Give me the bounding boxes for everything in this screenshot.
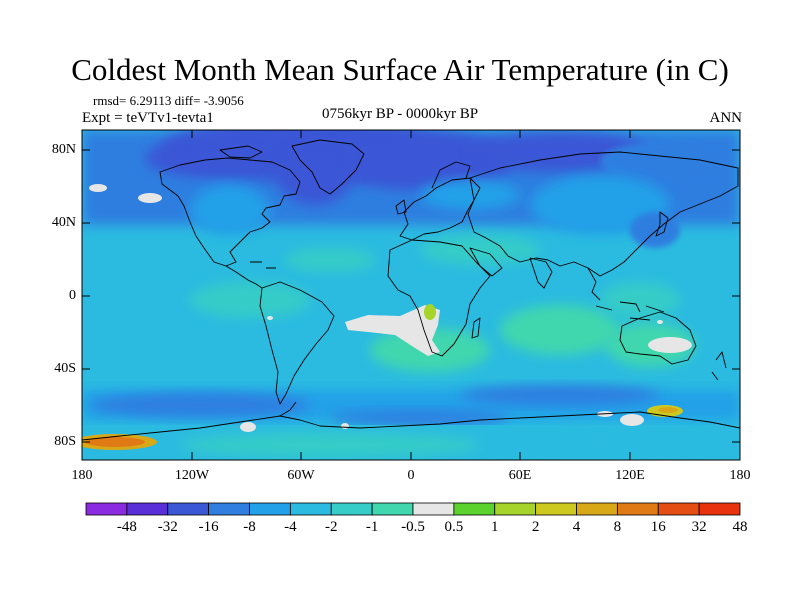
colorbar-tick-label: 1 (491, 519, 499, 535)
period-label: 0756kyr BP - 0000kyr BP (322, 106, 479, 122)
map-title: Coldest Month Mean Surface Air Temperatu… (71, 52, 729, 87)
colorbar-swatch (657, 502, 700, 516)
y-tick-label-0: 0 (69, 288, 76, 303)
colorbar (85, 502, 741, 516)
colorbar-swatch (126, 502, 169, 516)
colorbar-tick-label: 48 (732, 519, 748, 535)
y-tick-label-80s: 80S (54, 434, 76, 449)
colorbar-swatch (208, 502, 250, 516)
temperature-field (82, 130, 740, 460)
statistics-text: rmsd= 6.29113 diff= -3.9056 (93, 93, 244, 108)
colorbar-tick-label: -48 (116, 519, 137, 535)
x-tick-label-60e: 60E (508, 468, 532, 483)
colorbar-tick-label: 32 (691, 519, 707, 535)
axis-ticks (81, 130, 741, 460)
colorbar-swatch (371, 502, 414, 516)
colorbar-tick-label: -4 (284, 519, 297, 535)
colorbar-swatch (453, 502, 496, 516)
y-tick-label-40s: 40S (54, 361, 76, 376)
colorbar-swatch (412, 502, 455, 516)
x-tick-label-120w: 120W (174, 468, 210, 483)
colorbar-swatch (494, 502, 537, 516)
colorbar-tick-label: 0.5 (444, 519, 464, 535)
colorbar-tick-label: 8 (613, 519, 622, 535)
colorbar-swatch (330, 502, 373, 516)
season-label: ANN (709, 110, 743, 126)
colorbar-swatch (167, 502, 210, 516)
colorbar-tick-label: -16 (198, 519, 219, 535)
colorbar-tick-label: 16 (650, 519, 666, 535)
x-tick-label-0: 0 (407, 468, 415, 483)
colorbar-swatch (535, 502, 577, 516)
x-tick-label-180e: 180 (729, 468, 751, 483)
colorbar-swatch (85, 502, 128, 516)
y-tick-label-80n: 80N (51, 142, 76, 157)
x-tick-label-60w: 60W (287, 468, 315, 483)
colorbar-swatch (698, 502, 741, 516)
colorbar-tick-label: -0.5 (401, 519, 425, 535)
colorbar-tick-label: 4 (572, 519, 581, 535)
colorbar-tick-label: -32 (157, 519, 178, 535)
colorbar-swatch (616, 502, 659, 516)
colorbar-tick-label: 2 (531, 519, 540, 535)
colorbar-tick-label: -2 (325, 519, 338, 535)
experiment-label: Expt = teVTv1-tevta1 (82, 110, 214, 126)
x-tick-label-120e: 120E (615, 468, 645, 483)
colorbar-swatch (576, 502, 618, 516)
y-tick-label-40n: 40N (51, 215, 76, 230)
colorbar-swatch (289, 502, 332, 516)
colorbar-tick-label: -1 (365, 519, 379, 535)
x-tick-label-180w: 180 (71, 468, 93, 483)
colorbar-swatch (249, 502, 291, 516)
colorbar-tick-label: -8 (243, 519, 256, 535)
coastlines (81, 139, 741, 441)
